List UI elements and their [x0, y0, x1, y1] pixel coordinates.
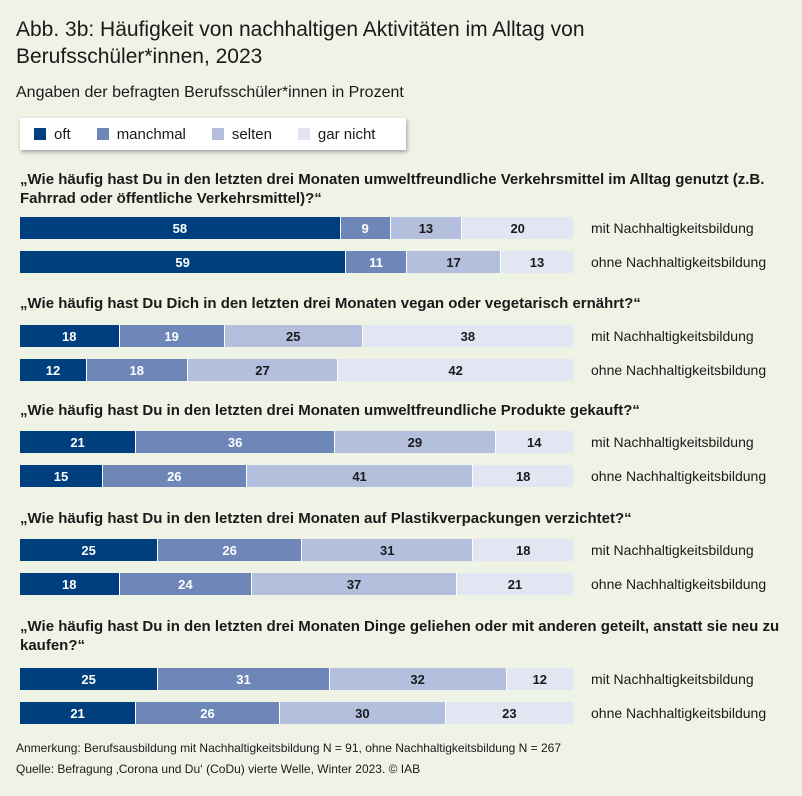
row-label: ohne Nachhaltigkeitsbildung [591, 705, 767, 721]
bar-segment-oft: 25 [20, 668, 159, 690]
legend-swatch-garnicht [297, 128, 310, 140]
bar-segment-garnicht: 18 [473, 465, 573, 487]
legend-label: gar nicht [317, 125, 376, 143]
question-3: „Wie häufig hast Du in den letzten drei … [20, 402, 640, 419]
row-label: mit Nachhaltigkeitsbildung [591, 220, 754, 236]
question-5: „Wie häufig hast Du in den letzten drei … [20, 618, 780, 654]
question-4: „Wie häufig hast Du in den letzten drei … [20, 510, 632, 527]
bar-segment-manchmal: 24 [119, 573, 253, 595]
bar-segment-oft: 59 [20, 251, 347, 273]
legend-label: selten [231, 125, 272, 143]
bar-segment-selten: 17 [407, 251, 502, 273]
legend-item-selten: selten [211, 125, 272, 143]
bar-segment-manchmal: 19 [119, 325, 225, 347]
chart-title: Abb. 3b: Häufigkeit von nachhaltigen Akt… [16, 18, 585, 68]
bar-segment-manchmal: 26 [158, 539, 303, 561]
legend-item-manchmal: manchmal [96, 125, 186, 143]
bar-segment-garnicht: 38 [362, 325, 573, 347]
legend-swatch-manchmal [96, 128, 109, 140]
bar-segment-selten: 13 [390, 217, 463, 239]
bar-segment-garnicht: 42 [338, 359, 573, 381]
bar-segment-garnicht: 13 [501, 251, 573, 273]
row-label: mit Nachhaltigkeitsbildung [591, 542, 754, 558]
row-label: ohne Nachhaltigkeitsbildung [591, 254, 767, 270]
bar-segment-oft: 21 [20, 431, 137, 453]
bar-segment-selten: 32 [329, 668, 507, 690]
bar-segment-garnicht: 14 [495, 431, 573, 453]
bar-segment-oft: 18 [20, 573, 120, 595]
bar-row: 58 9 13 20 [20, 217, 573, 239]
bar-segment-garnicht: 23 [445, 702, 573, 724]
bar-row: 25 31 32 12 [20, 668, 573, 690]
legend-item-garnicht: gar nicht [297, 125, 376, 143]
bar-segment-garnicht: 21 [456, 573, 573, 595]
row-label: mit Nachhaltigkeitsbildung [591, 671, 754, 687]
row-label: mit Nachhaltigkeitsbildung [591, 328, 754, 344]
row-label: mit Nachhaltigkeitsbildung [591, 434, 754, 450]
bar-segment-manchmal: 31 [158, 668, 330, 690]
bar-segment-selten: 25 [224, 325, 363, 347]
bar-segment-oft: 18 [20, 325, 120, 347]
bar-segment-selten: 29 [335, 431, 496, 453]
question-2: „Wie häufig hast Du Dich in den letzten … [20, 295, 641, 312]
bar-row: 25 26 31 18 [20, 539, 573, 561]
bar-segment-garnicht: 20 [462, 217, 573, 239]
bar-row: 18 19 25 38 [20, 325, 573, 347]
bar-segment-garnicht: 12 [506, 668, 573, 690]
bar-segment-oft: 21 [20, 702, 137, 724]
bar-segment-manchmal: 36 [136, 431, 336, 453]
bar-segment-selten: 41 [246, 465, 474, 487]
source-note: Quelle: Befragung ‚Corona und Du‘ (CoDu)… [16, 762, 421, 776]
bar-segment-oft: 58 [20, 217, 341, 239]
bar-row: 12 18 27 42 [20, 359, 573, 381]
bar-segment-selten: 31 [302, 539, 474, 561]
bar-row: 15 26 41 18 [20, 465, 573, 487]
legend-swatch-oft [34, 128, 46, 140]
bar-row: 21 36 29 14 [20, 431, 573, 453]
bar-segment-manchmal: 9 [340, 217, 391, 239]
bar-segment-selten: 37 [252, 573, 457, 595]
legend-label: manchmal [116, 125, 186, 143]
bar-segment-garnicht: 18 [473, 539, 573, 561]
question-1: „Wie häufig hast Du in den letzten drei … [20, 171, 765, 207]
chart-subtitle: Angaben der befragten Berufsschüler*inne… [16, 84, 404, 101]
row-label: ohne Nachhaltigkeitsbildung [591, 576, 767, 592]
bar-segment-manchmal: 26 [102, 465, 247, 487]
bar-segment-oft: 15 [20, 465, 103, 487]
bar-segment-selten: 27 [187, 359, 339, 381]
bar-segment-manchmal: 26 [136, 702, 280, 724]
bar-segment-selten: 30 [279, 702, 446, 724]
bar-segment-manchmal: 18 [87, 359, 188, 381]
row-label: ohne Nachhaltigkeitsbildung [591, 468, 767, 484]
legend: oft manchmal selten gar nicht [20, 118, 406, 150]
legend-item-oft: oft [34, 126, 71, 143]
legend-swatch-selten [211, 128, 224, 140]
legend-label: oft [54, 125, 71, 143]
bar-row: 59 11 17 13 [20, 251, 573, 273]
footnote: Anmerkung: Berufsausbildung mit Nachhalt… [16, 741, 561, 755]
bar-segment-oft: 12 [20, 359, 88, 381]
bar-row: 21 26 30 23 [20, 702, 573, 724]
bar-row: 18 24 37 21 [20, 573, 573, 595]
bar-segment-oft: 25 [20, 539, 159, 561]
bar-segment-manchmal: 11 [346, 251, 408, 273]
row-label: ohne Nachhaltigkeitsbildung [591, 362, 767, 378]
